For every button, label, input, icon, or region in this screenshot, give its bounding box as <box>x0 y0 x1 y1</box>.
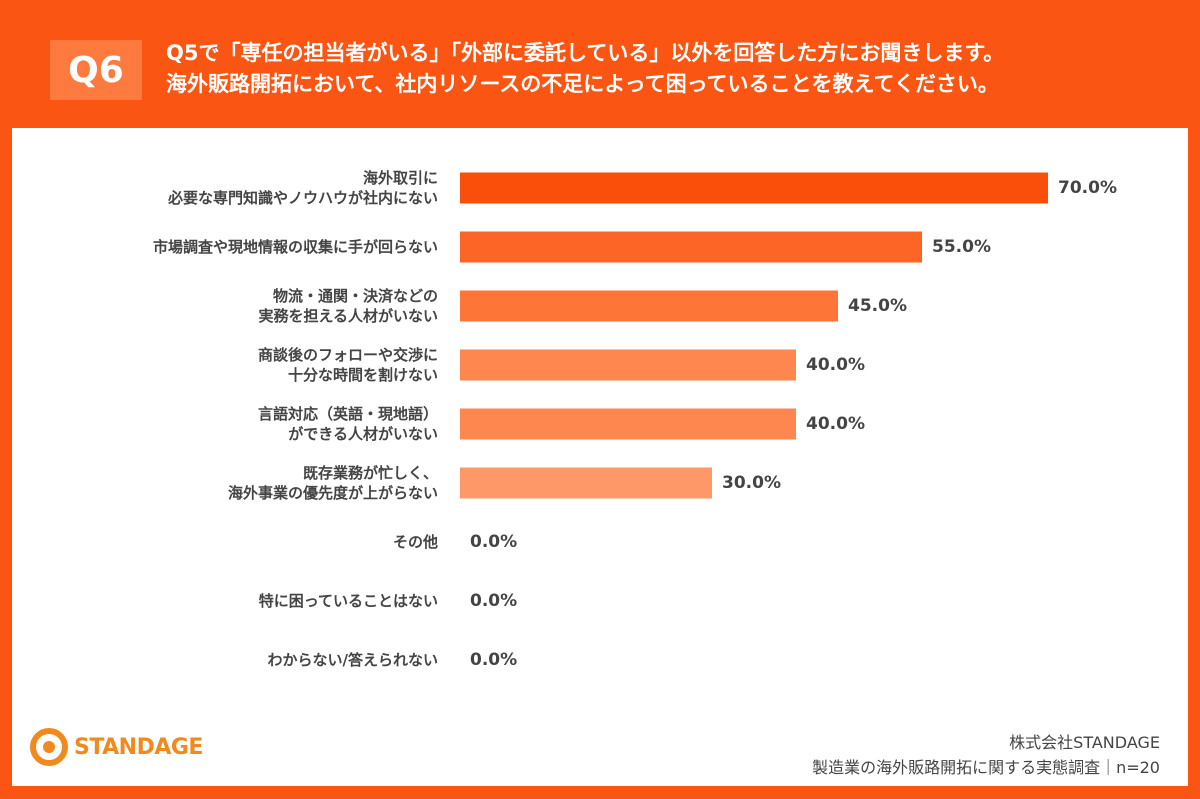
logo: STANDAGE <box>30 728 203 766</box>
value-label: 0.0% <box>470 650 518 670</box>
chart-panel: STANDAGE 株式会社STANDAGE 製造業の海外販路開拓に関する実態調査… <box>12 128 1188 786</box>
category-label: 海外取引に 必要な専門知識やノウハウが社内にない <box>167 169 438 207</box>
category-label: 物流・通関・決済などの 実務を担える人材がいない <box>258 287 438 325</box>
logo-icon <box>30 728 68 766</box>
category-label: 商談後のフォローや交渉に 十分な時間を割けない <box>257 346 438 384</box>
bar <box>460 467 712 499</box>
category-label: 特に困っていることはない <box>258 592 438 610</box>
value-label: 30.0% <box>722 473 781 493</box>
value-label: 0.0% <box>470 532 518 552</box>
value-label: 40.0% <box>806 355 865 375</box>
company: 株式会社STANDAGE <box>1009 733 1160 752</box>
category-label: 既存業務が忙しく、 海外事業の優先度が上がらない <box>227 464 438 502</box>
bar <box>460 408 796 440</box>
value-label: 70.0% <box>1058 178 1117 198</box>
value-label: 55.0% <box>932 237 991 257</box>
question-badge: Q6 <box>50 40 142 100</box>
value-label: 45.0% <box>848 296 907 316</box>
bar <box>460 349 796 381</box>
bar <box>460 231 922 263</box>
category-label: わからない/答えられない <box>267 651 438 669</box>
category-label: 市場調査や現地情報の収集に手が回らない <box>152 238 438 256</box>
bar <box>460 290 838 322</box>
logo-text: STANDAGE <box>74 734 203 760</box>
value-label: 0.0% <box>470 591 518 611</box>
category-label: その他 <box>392 533 438 551</box>
category-label: 言語対応（英語・現地語） ができる人材がいない <box>257 405 438 443</box>
value-label: 40.0% <box>806 414 865 434</box>
footer: 株式会社STANDAGE 製造業の海外販路開拓に関する実態調査｜n=20 <box>812 730 1160 780</box>
question-title: Q5で「専任の担当者がいる」「外部に委託している」以外を回答した方にお聞きします… <box>166 41 1005 96</box>
survey: 製造業の海外販路開拓に関する実態調査｜n=20 <box>812 758 1160 777</box>
bar <box>460 172 1048 204</box>
